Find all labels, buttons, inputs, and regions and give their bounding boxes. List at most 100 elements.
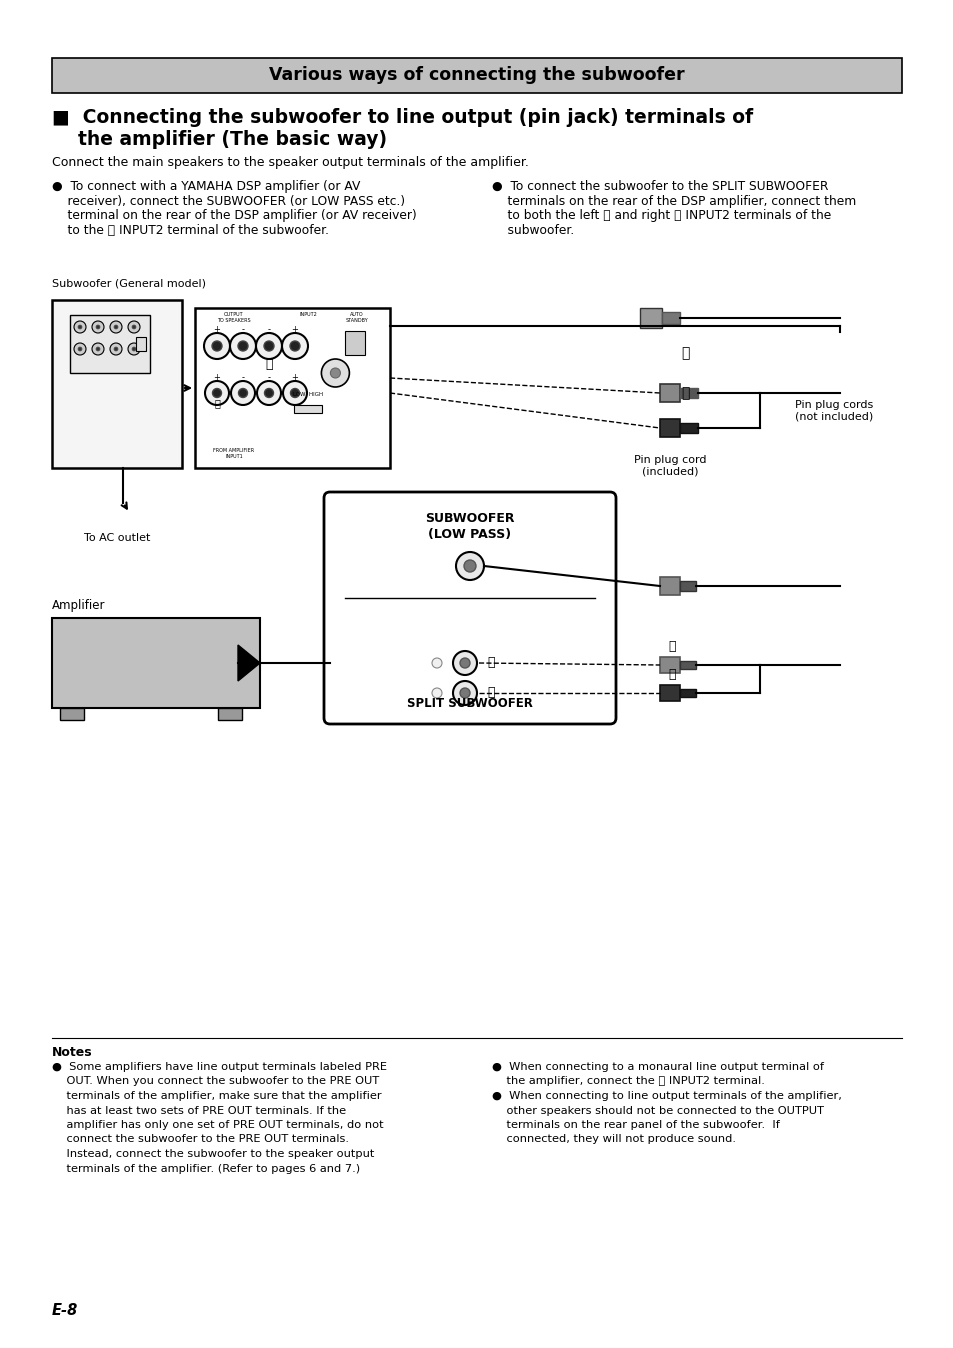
Bar — [194, 307, 390, 468]
Circle shape — [230, 333, 255, 359]
Bar — [70, 315, 150, 373]
Bar — [659, 419, 679, 437]
Circle shape — [132, 325, 136, 329]
FancyBboxPatch shape — [324, 492, 616, 724]
Text: -: - — [267, 325, 271, 334]
Circle shape — [459, 658, 470, 669]
Text: ●  To connect the subwoofer to the SPLIT SUBWOOFER: ● To connect the subwoofer to the SPLIT … — [492, 181, 827, 193]
Text: ●  When connecting to line output terminals of the amplifier,: ● When connecting to line output termina… — [492, 1091, 841, 1101]
Circle shape — [113, 346, 118, 350]
Text: E-8: E-8 — [52, 1304, 78, 1318]
Circle shape — [96, 346, 100, 350]
Circle shape — [110, 342, 122, 355]
Text: OUT. When you connect the subwoofer to the PRE OUT: OUT. When you connect the subwoofer to t… — [52, 1077, 379, 1086]
Text: Notes: Notes — [52, 1046, 92, 1060]
Circle shape — [78, 346, 82, 350]
Text: Amplifier: Amplifier — [52, 599, 106, 612]
Text: -: - — [241, 373, 244, 383]
Circle shape — [291, 388, 299, 398]
Text: ●  Some amplifiers have line output terminals labeled PRE: ● Some amplifiers have line output termi… — [52, 1062, 387, 1072]
Text: Connect the main speakers to the speaker output terminals of the amplifier.: Connect the main speakers to the speaker… — [52, 156, 528, 168]
Bar — [639, 307, 661, 328]
Circle shape — [204, 333, 230, 359]
Text: receiver), connect the SUBWOOFER (or LOW PASS etc.): receiver), connect the SUBWOOFER (or LOW… — [52, 194, 405, 208]
Text: +: + — [213, 373, 220, 383]
Text: FROM AMPLIFIER
INPUT1: FROM AMPLIFIER INPUT1 — [213, 448, 254, 458]
Circle shape — [110, 321, 122, 333]
Circle shape — [432, 658, 441, 669]
Circle shape — [212, 341, 222, 350]
Circle shape — [264, 388, 274, 398]
Polygon shape — [237, 644, 260, 681]
Text: +: + — [292, 373, 298, 383]
Circle shape — [78, 325, 82, 329]
Text: Ⓛ: Ⓛ — [667, 640, 675, 654]
Text: terminals of the amplifier. (Refer to pages 6 and 7.): terminals of the amplifier. (Refer to pa… — [52, 1163, 359, 1174]
Circle shape — [256, 381, 281, 404]
Text: terminals on the rear panel of the subwoofer.  If: terminals on the rear panel of the subwo… — [492, 1120, 779, 1130]
Text: to both the left Ⓛ and right Ⓡ INPUT2 terminals of the: to both the left Ⓛ and right Ⓡ INPUT2 te… — [492, 209, 830, 222]
Text: Ⓛ: Ⓛ — [486, 656, 494, 670]
Circle shape — [96, 325, 100, 329]
Text: +: + — [292, 325, 298, 334]
Bar — [52, 617, 260, 708]
Bar — [679, 581, 696, 590]
Circle shape — [128, 321, 140, 333]
Bar — [52, 58, 901, 93]
Bar — [679, 423, 698, 433]
Bar — [661, 311, 679, 324]
Circle shape — [321, 359, 349, 387]
Circle shape — [283, 381, 307, 404]
Bar — [659, 577, 679, 594]
Bar — [52, 301, 182, 468]
Text: Pin plug cord
(included): Pin plug cord (included) — [633, 456, 705, 477]
Text: connect the subwoofer to the PRE OUT terminals.: connect the subwoofer to the PRE OUT ter… — [52, 1135, 349, 1144]
Text: To AC outlet: To AC outlet — [84, 532, 150, 543]
Circle shape — [459, 687, 470, 698]
Circle shape — [255, 333, 282, 359]
Text: Ⓛ: Ⓛ — [265, 359, 273, 372]
Text: ●  To connect with a YAMAHA DSP amplifier (or AV: ● To connect with a YAMAHA DSP amplifier… — [52, 181, 360, 193]
Text: INPUT2: INPUT2 — [299, 311, 316, 317]
Bar — [679, 661, 696, 669]
Bar — [345, 332, 364, 355]
Text: -: - — [267, 373, 271, 383]
Bar — [136, 337, 146, 350]
Circle shape — [456, 551, 483, 580]
Circle shape — [205, 381, 229, 404]
Text: SPLIT SUBWOOFER: SPLIT SUBWOOFER — [407, 697, 533, 710]
Text: Instead, connect the subwoofer to the speaker output: Instead, connect the subwoofer to the sp… — [52, 1148, 374, 1159]
Text: ●  When connecting to a monaural line output terminal of: ● When connecting to a monaural line out… — [492, 1062, 823, 1072]
Bar — [659, 384, 679, 402]
Text: OUTPUT
TO SPEAKERS: OUTPUT TO SPEAKERS — [217, 311, 251, 322]
Circle shape — [213, 388, 221, 398]
Text: subwoofer.: subwoofer. — [492, 224, 574, 236]
Text: Ⓡ: Ⓡ — [667, 669, 675, 682]
Circle shape — [74, 321, 86, 333]
Circle shape — [453, 681, 476, 705]
Circle shape — [290, 341, 299, 350]
Text: Various ways of connecting the subwoofer: Various ways of connecting the subwoofer — [269, 66, 684, 85]
Circle shape — [128, 342, 140, 355]
Text: Pin plug cords
(not included): Pin plug cords (not included) — [794, 400, 872, 422]
Text: other speakers should not be connected to the OUTPUT: other speakers should not be connected t… — [492, 1105, 823, 1116]
Bar — [659, 656, 679, 673]
Bar — [679, 689, 696, 697]
Bar — [218, 708, 242, 720]
Text: the amplifier, connect the Ⓛ INPUT2 terminal.: the amplifier, connect the Ⓛ INPUT2 term… — [492, 1077, 764, 1086]
Text: terminals on the rear of the DSP amplifier, connect them: terminals on the rear of the DSP amplifi… — [492, 194, 856, 208]
Circle shape — [113, 325, 118, 329]
Circle shape — [264, 341, 274, 350]
Text: AUTO
STANDBY: AUTO STANDBY — [345, 311, 368, 322]
Text: LOW  HIGH: LOW HIGH — [293, 392, 323, 398]
Text: to the Ⓛ INPUT2 terminal of the subwoofer.: to the Ⓛ INPUT2 terminal of the subwoofe… — [52, 224, 329, 236]
Bar — [294, 404, 322, 412]
Text: Ⓡ: Ⓡ — [680, 386, 688, 400]
Text: connected, they will not produce sound.: connected, they will not produce sound. — [492, 1135, 735, 1144]
Circle shape — [74, 342, 86, 355]
Circle shape — [91, 321, 104, 333]
Text: +: + — [213, 325, 220, 334]
Circle shape — [432, 687, 441, 698]
Circle shape — [282, 333, 308, 359]
Circle shape — [132, 346, 136, 350]
